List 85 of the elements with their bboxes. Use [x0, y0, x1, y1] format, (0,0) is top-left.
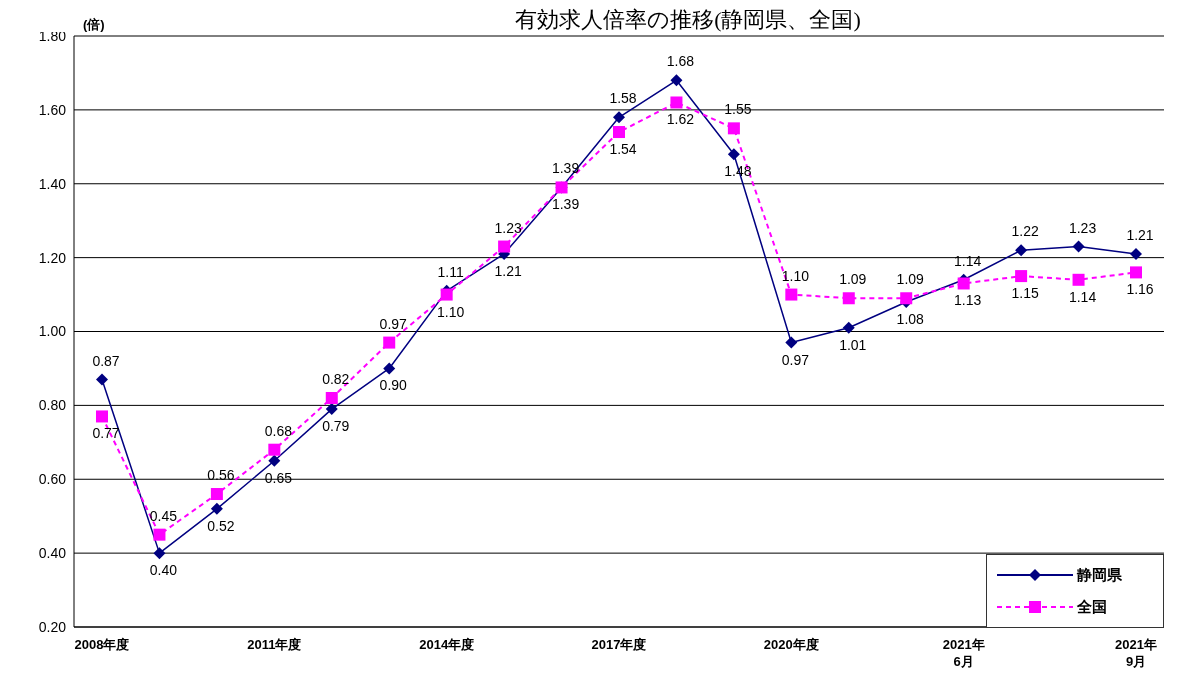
- data-label: 1.54: [609, 141, 637, 158]
- x-tick-label: 2020年度: [763, 637, 819, 652]
- point: [325, 391, 338, 404]
- y-tick-label: 1.80: [38, 27, 67, 44]
- point: [1130, 266, 1142, 279]
- point: [785, 336, 798, 349]
- point: [613, 126, 625, 139]
- data-label: 1.14: [1068, 288, 1097, 305]
- data-label: 1.09: [896, 271, 925, 288]
- point: [96, 410, 108, 423]
- data-label: 1.09: [839, 271, 867, 288]
- x-tick-label: 2017年度: [591, 637, 647, 652]
- x-tick-label: 2008年度: [74, 637, 130, 652]
- point: [325, 403, 338, 416]
- data-label: 1.22: [1011, 223, 1039, 240]
- point: [268, 443, 281, 456]
- y-tick-label: 0.60: [38, 471, 67, 488]
- point: [613, 111, 625, 124]
- point: [1072, 240, 1085, 253]
- data-label: 1.62: [666, 111, 695, 128]
- data-label: 1.10: [781, 267, 810, 284]
- point: [785, 288, 798, 301]
- point: [268, 454, 281, 467]
- data-label: 1.68: [666, 53, 695, 70]
- data-label: 1.58: [609, 90, 637, 107]
- data-label: 0.97: [379, 315, 408, 332]
- data-label: 1.23: [1068, 219, 1097, 236]
- data-label: 1.21: [1126, 226, 1154, 243]
- x-tick-label: 2014年度: [419, 637, 475, 652]
- y-axis-title: (倍): [83, 16, 105, 34]
- y-tick-label: 1.00: [38, 323, 67, 340]
- data-label: 0.68: [264, 422, 293, 439]
- data-label: 0.79: [322, 418, 350, 435]
- point: [153, 547, 166, 560]
- data-label: 1.39: [551, 196, 580, 213]
- point: [153, 528, 166, 541]
- point: [210, 502, 223, 515]
- data-label: 0.82: [322, 370, 350, 387]
- data-label: 1.01: [839, 336, 867, 353]
- x-tick-label: 2021年 6月: [942, 637, 985, 669]
- point: [498, 240, 511, 253]
- point: [670, 74, 683, 87]
- data-label: 0.90: [379, 377, 408, 394]
- point: [383, 336, 396, 349]
- x-tick-label: 2021年 9月: [1115, 637, 1157, 669]
- data-label: 1.15: [1011, 285, 1039, 302]
- point: [842, 292, 855, 305]
- point: [1015, 244, 1028, 257]
- y-tick-label: 1.20: [38, 249, 67, 266]
- point: [842, 321, 855, 334]
- point: [1130, 247, 1142, 260]
- point: [96, 373, 108, 386]
- data-label: 1.21: [494, 262, 522, 279]
- point: [727, 148, 740, 161]
- y-tick-label: 1.60: [38, 101, 67, 118]
- y-tick-label: 1.40: [38, 175, 67, 192]
- point: [670, 96, 683, 109]
- point: [210, 488, 223, 501]
- data-label: 0.45: [149, 507, 178, 524]
- point: [727, 122, 740, 135]
- data-label: 0.97: [781, 351, 810, 368]
- data-label: 1.08: [896, 310, 925, 327]
- point: [440, 288, 453, 301]
- x-tick-label: 2011年度: [247, 637, 302, 652]
- legend-label: 全国: [1077, 597, 1107, 617]
- data-label: 1.23: [494, 219, 522, 236]
- y-tick-label: 0.40: [38, 545, 67, 562]
- data-label: 0.52: [207, 517, 235, 534]
- point: [383, 362, 396, 375]
- data-label: 1.13: [954, 292, 982, 309]
- point: [957, 277, 970, 290]
- data-label: 0.40: [149, 562, 178, 579]
- data-label: 0.56: [207, 467, 235, 484]
- data-label: 1.11: [437, 263, 464, 280]
- point: [1072, 273, 1085, 286]
- data-label: 1.10: [437, 303, 465, 320]
- y-tick-label: 0.80: [38, 397, 67, 414]
- data-label: 1.39: [551, 160, 580, 177]
- data-label: 0.87: [92, 352, 120, 369]
- y-tick-label: 0.20: [38, 618, 67, 635]
- point: [1015, 270, 1028, 283]
- data-label: 1.16: [1126, 281, 1154, 298]
- legend-label: 静岡県: [1077, 565, 1122, 585]
- chart-title: 有効求人倍率の推移(静岡県、全国): [514, 7, 862, 32]
- data-label: 0.77: [92, 425, 120, 442]
